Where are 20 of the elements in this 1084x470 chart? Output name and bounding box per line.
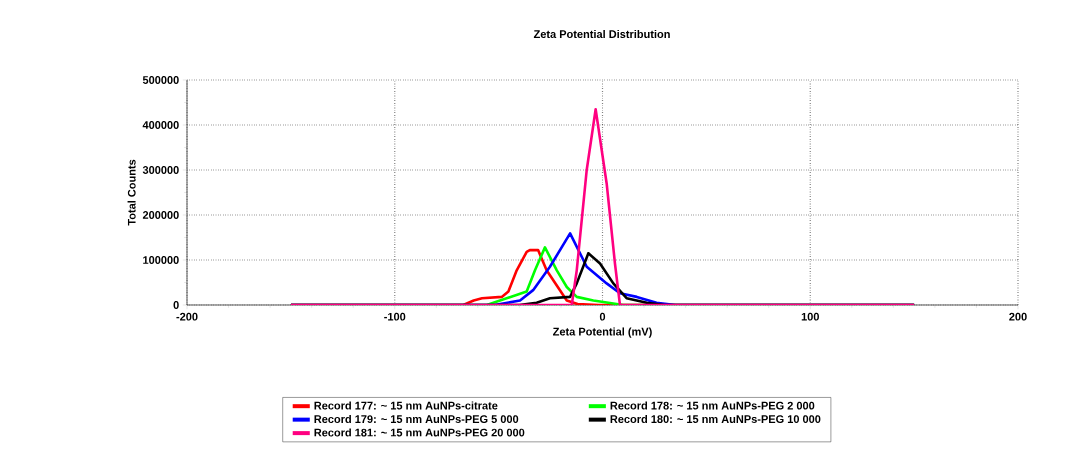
line-series	[289, 107, 916, 305]
x-tick-label: 100	[801, 312, 819, 321]
y-tick-label: 500000	[142, 76, 179, 84]
x-tick-label: -100	[384, 312, 406, 321]
x-tick-label: 0	[599, 312, 606, 321]
x-tick-label: 200	[1009, 312, 1027, 321]
y-tick-label: 400000	[142, 121, 179, 129]
x-tick-label: -200	[176, 312, 198, 321]
y-tick-label: 0	[173, 301, 179, 309]
legend-label: Record 181: ~ 15 nm AuNPs-PEG 20 000	[314, 428, 525, 437]
x-axis-title: Zeta Potential (mV)	[553, 327, 652, 338]
legend-label: Record 178: ~ 15 nm AuNPs-PEG 2 000	[610, 401, 815, 410]
legend-label: Record 179: ~ 15 nm AuNPs-PEG 5 000	[314, 414, 519, 423]
legend-label: Record 177: ~ 15 nm AuNPs-citrate	[314, 401, 498, 410]
y-tick-label: 100000	[143, 256, 179, 264]
y-tick-label: 300000	[142, 166, 179, 174]
y-tick-label: 200000	[142, 211, 179, 219]
chart-title: Zeta Potential Distribution	[533, 29, 670, 39]
y-axis-title: Total Counts	[127, 159, 136, 226]
legend-label: Record 180: ~ 15 nm AuNPs-PEG 10 000	[610, 414, 821, 423]
